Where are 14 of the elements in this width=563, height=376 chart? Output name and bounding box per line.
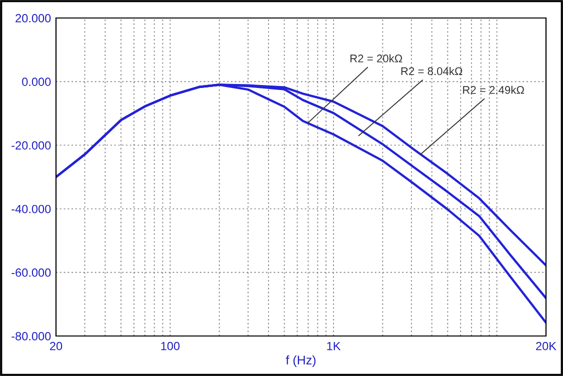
- x-tick-label: 1K: [327, 342, 341, 350]
- x-tick-label: 20K: [536, 342, 556, 350]
- x-tick-label: 20: [50, 342, 62, 350]
- y-tick-label: 20.000: [16, 14, 51, 22]
- y-tick-label: -60.000: [12, 268, 51, 277]
- annotation: R2 = 2.49kΩ: [463, 86, 524, 94]
- y-tick-label: -40.000: [12, 204, 51, 214]
- x-axis-title: f (Hz): [286, 355, 316, 367]
- annotation: R2 = 20kΩ: [350, 54, 402, 62]
- y-tick-label: -20.000: [12, 141, 51, 150]
- x-tick-label: 100: [161, 342, 180, 350]
- y-tick-label: 0.000: [22, 78, 51, 86]
- y-tick-label: -80.000: [12, 332, 51, 340]
- annotation: R2 = 8.04kΩ: [401, 66, 462, 76]
